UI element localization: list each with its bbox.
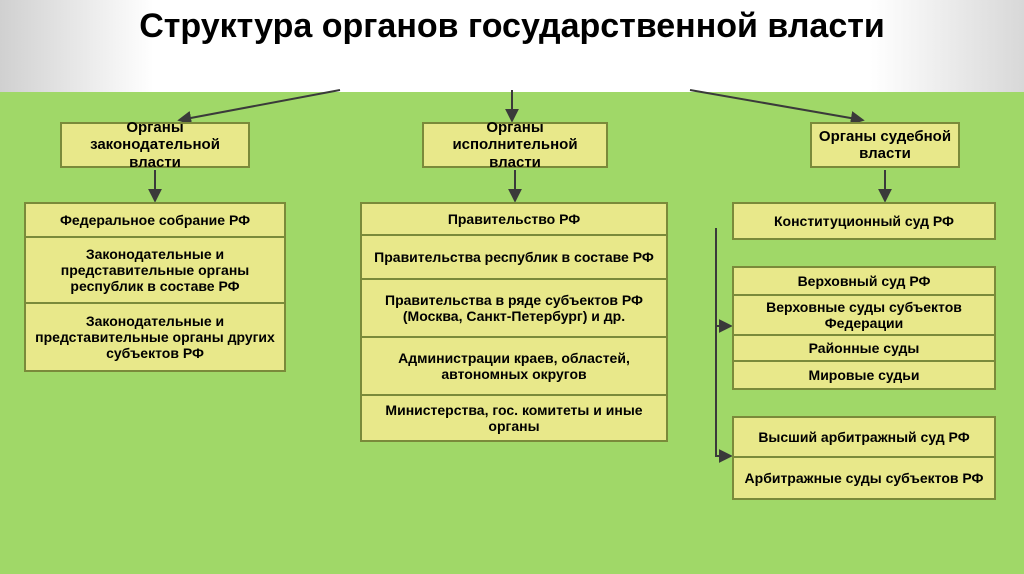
branch-2-group-1-cell: Районные суды <box>734 336 994 362</box>
branch-1-group-cell: Правительства республик в составе РФ <box>362 236 666 280</box>
branch-0-group-cell: Законодательные и представительные орган… <box>26 304 284 370</box>
branch-1-group-cell: Правительства в ряде субъектов РФ (Москв… <box>362 280 666 338</box>
page-title: Структура органов государственной власти <box>0 8 1024 45</box>
branch-0-group-cell: Законодательные и представительные орган… <box>26 238 284 304</box>
branch-2-group-2: Высший арбитражный суд РФАрбитражные суд… <box>732 416 996 500</box>
branch-1-group-cell: Правительство РФ <box>362 204 666 236</box>
branch-header: Органы исполнительной власти <box>422 122 608 168</box>
title-text: Структура органов государственной власти <box>139 7 885 45</box>
branch-2-group-1-cell: Мировые судьи <box>734 362 994 388</box>
branch-2-group-1-cell: Верховный суд РФ <box>734 268 994 296</box>
branch-1-group: Правительство РФПравительства республик … <box>360 202 668 442</box>
branch-header: Органы законодательной власти <box>60 122 250 168</box>
branch-1-group-cell: Министерства, гос. комитеты и иные орган… <box>362 396 666 440</box>
branch-2-group-1-cell: Верховные суды субъектов Федерации <box>734 296 994 336</box>
branch-2-group-2-cell: Арбитражные суды субъектов РФ <box>734 458 994 498</box>
branch-2-group-0-cell: Конституционный суд РФ <box>734 204 994 238</box>
branch-2-group-0: Конституционный суд РФ <box>732 202 996 240</box>
branch-0-group-cell: Федеральное собрание РФ <box>26 204 284 238</box>
branch-1-group-cell: Администрации краев, областей, автономны… <box>362 338 666 396</box>
branch-2-group-1: Верховный суд РФВерховные суды субъектов… <box>732 266 996 390</box>
branch-2-group-2-cell: Высший арбитражный суд РФ <box>734 418 994 458</box>
branch-header: Органы судебной власти <box>810 122 960 168</box>
branch-0-group: Федеральное собрание РФЗаконодательные и… <box>24 202 286 372</box>
